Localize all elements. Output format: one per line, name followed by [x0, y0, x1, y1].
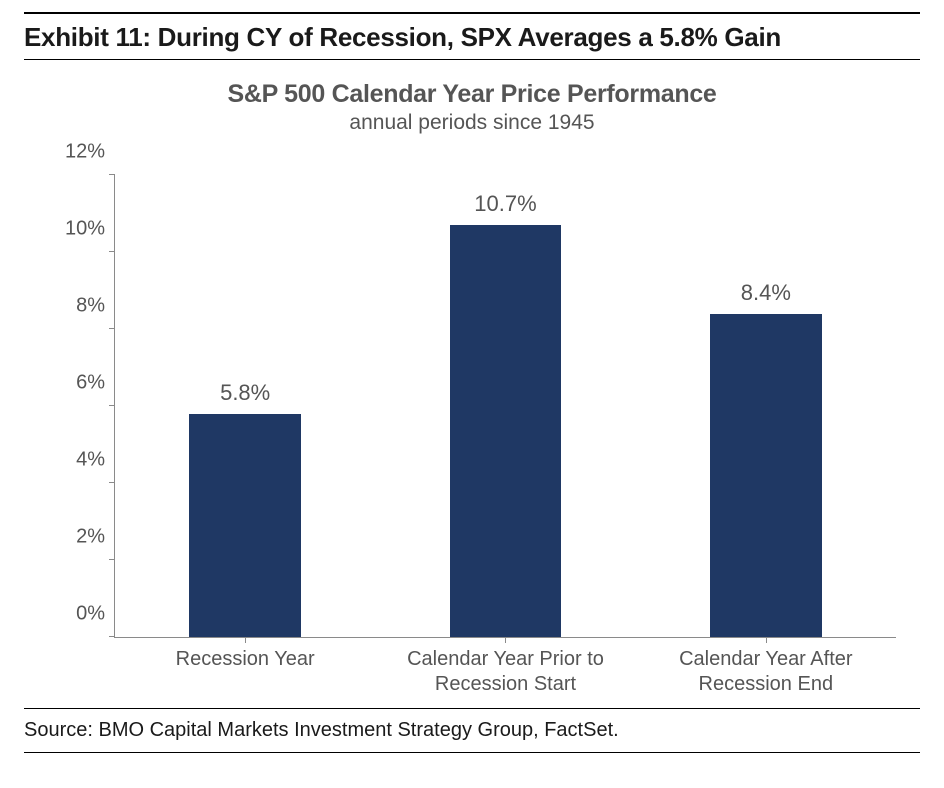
y-axis-tick-label: 4%	[76, 449, 115, 472]
y-axis-tick-mark	[109, 405, 115, 406]
plot-region: 5.8%Recession Year10.7%Calendar Year Pri…	[114, 175, 896, 638]
y-axis-tick-mark	[109, 636, 115, 637]
x-axis-category-label: Calendar Year AfterRecession End	[636, 637, 896, 697]
x-axis-category-label: Recession Year	[115, 637, 375, 672]
y-axis-tick-mark	[109, 174, 115, 175]
bar: 8.4%	[710, 314, 822, 637]
chart-title: S&P 500 Calendar Year Price Performance	[32, 80, 912, 109]
exhibit-title: Exhibit 11: During CY of Recession, SPX …	[24, 14, 920, 59]
y-axis-tick-label: 8%	[76, 295, 115, 318]
x-axis-category-label: Calendar Year Prior toRecession Start	[375, 637, 635, 697]
bars-container: 5.8%Recession Year10.7%Calendar Year Pri…	[115, 175, 896, 637]
source-line: Source: BMO Capital Markets Investment S…	[24, 709, 920, 753]
y-axis-tick-mark	[109, 328, 115, 329]
y-axis-tick-label: 12%	[65, 141, 115, 164]
bar: 5.8%	[189, 414, 301, 637]
y-axis-tick-mark	[109, 559, 115, 560]
y-axis-tick-mark	[109, 482, 115, 483]
chart-area: S&P 500 Calendar Year Price Performance …	[24, 59, 920, 709]
y-axis-tick-mark	[109, 251, 115, 252]
bar-slot: 5.8%Recession Year	[115, 175, 375, 637]
chart-subtitle: annual periods since 1945	[32, 111, 912, 135]
y-axis-tick-label: 10%	[65, 218, 115, 241]
bar-slot: 8.4%Calendar Year AfterRecession End	[636, 175, 896, 637]
exhibit-container: Exhibit 11: During CY of Recession, SPX …	[24, 12, 920, 753]
y-axis-tick-label: 2%	[76, 526, 115, 549]
y-axis-tick-label: 6%	[76, 372, 115, 395]
bar-slot: 10.7%Calendar Year Prior toRecession Sta…	[375, 175, 635, 637]
bar: 10.7%	[450, 225, 562, 637]
bar-value-label: 10.7%	[474, 191, 536, 225]
y-axis-tick-label: 0%	[76, 603, 115, 626]
bar-value-label: 8.4%	[741, 280, 791, 314]
bar-value-label: 5.8%	[220, 380, 270, 414]
